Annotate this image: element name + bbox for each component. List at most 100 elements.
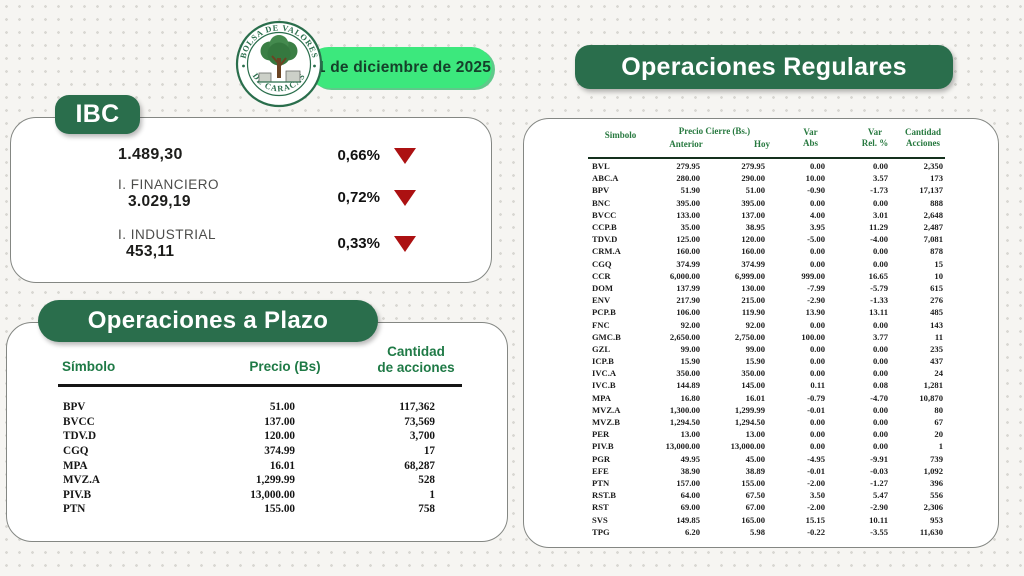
table-cell: -0.90 — [807, 185, 825, 196]
table-cell: 13,000.00 — [250, 488, 295, 501]
table-cell: 276 — [930, 295, 943, 306]
table-cell: 99.00 — [745, 343, 765, 354]
table-cell: 13.00 — [745, 429, 765, 440]
table-cell: TPG — [592, 526, 610, 537]
reg-header-var-abs: Var Abs — [802, 127, 818, 148]
reg-header-symbol: Simbolo — [604, 130, 637, 140]
table-cell: 0.00 — [872, 417, 888, 428]
table-cell: 2,650.00 — [669, 331, 700, 342]
table-cell: MPA — [63, 459, 88, 472]
table-cell: -0.22 — [807, 526, 825, 537]
down-triangle-icon — [394, 236, 416, 252]
ibc-index-value: 1.489,30 — [118, 146, 183, 163]
table-row: DOM 137.99 130.00 -7.99 -5.79 615 — [588, 282, 943, 294]
table-cell: 16.65 — [868, 270, 888, 281]
table-cell: 0.00 — [872, 429, 888, 440]
regulares-title: Operaciones Regulares — [621, 52, 907, 81]
table-cell: 133.00 — [676, 209, 700, 220]
table-cell: 395.00 — [676, 197, 700, 208]
table-row: PGR 49.95 45.00 -4.95 -9.91 739 — [588, 453, 943, 465]
table-cell: 144.89 — [676, 380, 700, 391]
table-cell: 739 — [930, 453, 943, 464]
table-cell: PIV.B — [63, 488, 92, 501]
table-cell: -5.79 — [870, 282, 888, 293]
table-cell: -4.95 — [807, 453, 825, 464]
table-cell: 2,487 — [923, 222, 943, 233]
table-cell: PGR — [592, 453, 611, 464]
table-cell: 374.99 — [741, 258, 765, 269]
table-cell: PCP.B — [592, 307, 616, 318]
table-cell: PER — [592, 429, 610, 440]
table-cell: 1,281 — [923, 380, 943, 391]
table-cell: FNC — [592, 319, 610, 330]
table-cell: SVS — [592, 514, 608, 525]
table-cell: ENV — [592, 295, 611, 306]
table-cell: 69.00 — [680, 502, 700, 513]
table-cell: 3,700 — [409, 430, 435, 443]
table-cell: 878 — [930, 246, 943, 257]
table-cell: 92.00 — [745, 319, 765, 330]
reg-header-quantity: Cantidad Acciones — [904, 127, 941, 148]
table-cell: 6.20 — [684, 526, 700, 537]
table-cell: 137.00 — [264, 415, 295, 428]
table-cell: 67.00 — [745, 502, 765, 513]
table-cell: 155.00 — [741, 477, 765, 488]
table-cell: 2,750.00 — [734, 331, 765, 342]
table-cell: 0.00 — [872, 161, 888, 172]
date-badge: 11 de diciembre de 2025 — [308, 47, 492, 88]
financiero-value: 3.029,19 — [128, 193, 191, 210]
table-row: BNC 395.00 395.00 0.00 0.00 888 — [588, 197, 943, 209]
table-cell: 350.00 — [741, 368, 765, 379]
table-cell: 137.99 — [676, 282, 700, 293]
table-cell: 10.11 — [869, 514, 888, 525]
table-cell: 17 — [423, 445, 435, 458]
table-cell: 374.99 — [264, 445, 295, 458]
table-cell: 67 — [934, 417, 943, 428]
table-row: MPA 16.01 68,287 — [60, 458, 435, 473]
table-cell: 215.00 — [741, 295, 765, 306]
table-cell: CGQ — [63, 445, 89, 458]
table-cell: -0.03 — [870, 465, 888, 476]
table-row: CGQ 374.99 17 — [60, 444, 435, 459]
table-cell: 13,000.00 — [730, 441, 765, 452]
table-cell: 99.00 — [680, 343, 700, 354]
table-cell: BVCC — [592, 209, 617, 220]
table-cell: 3.50 — [809, 490, 825, 501]
table-cell: 395.00 — [741, 197, 765, 208]
ibc-title: IBC — [75, 100, 120, 128]
table-cell: 3.77 — [872, 331, 888, 342]
table-cell: 0.00 — [872, 368, 888, 379]
table-cell: 17,137 — [919, 185, 943, 196]
table-cell: ICP.B — [592, 356, 614, 367]
table-row: CRM.A 160.00 160.00 0.00 0.00 878 — [588, 245, 943, 257]
date-text: 11 de diciembre de 2025 — [308, 58, 492, 76]
table-row: BVCC 133.00 137.00 4.00 3.01 2,648 — [588, 209, 943, 221]
reg-header-price-group: Precio Cierre (Bs.) — [678, 126, 751, 136]
table-cell: -1.27 — [870, 477, 888, 488]
table-row: RST 69.00 67.00 -2.00 -2.90 2,306 — [588, 501, 943, 513]
table-cell: 556 — [930, 490, 943, 501]
table-cell: CRM.A — [592, 246, 621, 257]
table-cell: 20 — [934, 429, 943, 440]
table-cell: -9.91 — [870, 453, 888, 464]
table-row: GMC.B 2,650.00 2,750.00 100.00 3.77 11 — [588, 331, 943, 343]
table-cell: BPV — [592, 185, 610, 196]
table-cell: 1 — [429, 488, 435, 501]
table-cell: 117,362 — [399, 401, 435, 414]
regulares-card — [523, 118, 999, 548]
table-cell: 1,300.00 — [669, 404, 700, 415]
table-cell: 160.00 — [741, 246, 765, 257]
table-row: BPV 51.00 117,362 — [60, 400, 435, 415]
table-cell: -4.00 — [870, 234, 888, 245]
table-cell: 16.01 — [269, 459, 295, 472]
table-cell: 10.00 — [805, 173, 825, 184]
table-cell: DOM — [592, 282, 614, 293]
table-cell: 2,648 — [923, 209, 943, 220]
table-row: MPA 16.80 16.01 -0.79 -4.70 10,870 — [588, 392, 943, 404]
table-cell: 120.00 — [264, 430, 295, 443]
table-row: BVCC 137.00 73,569 — [60, 415, 435, 430]
table-cell: 73,569 — [404, 415, 435, 428]
table-cell: 15.90 — [680, 356, 700, 367]
table-cell: 6,000.00 — [669, 270, 700, 281]
table-cell: 1 — [938, 441, 943, 452]
